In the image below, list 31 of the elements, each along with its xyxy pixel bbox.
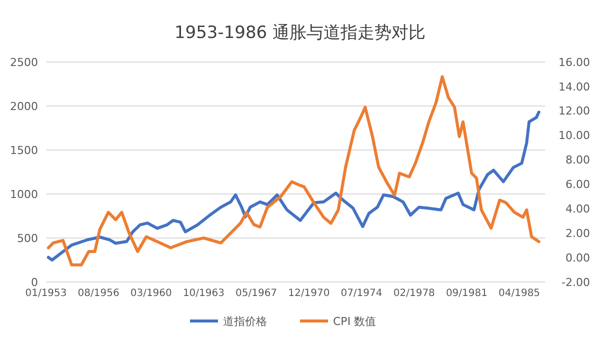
y2-tick-label: 12.00	[558, 104, 590, 118]
y2-tick-label: -2.00	[562, 276, 590, 289]
legend-label: 道指价格	[223, 315, 267, 328]
x-tick-label: 12/1970	[288, 288, 330, 299]
y2-tick-label: 2.00	[566, 226, 590, 240]
y-tick-label: 2500	[10, 56, 38, 69]
x-tick-label: 08/1956	[78, 288, 120, 299]
x-tick-label: 02/1978	[393, 288, 435, 299]
line-series	[46, 75, 540, 266]
x-tick-label: 03/1960	[130, 288, 172, 299]
x-tick-label: 01/1953	[25, 288, 67, 299]
y-tick-label: 500	[17, 232, 38, 245]
y-tick-label: 1500	[10, 144, 38, 157]
y2-tick-label: 0.00	[566, 251, 590, 264]
y2-tick-label: 14.00	[558, 80, 590, 94]
y2-tick-label: 6.00	[566, 178, 590, 192]
y2-tick-label: 10.00	[558, 129, 590, 142]
x-tick-label: 10/1963	[182, 288, 224, 299]
legend-label: CPI 数值	[333, 315, 376, 328]
y2-tick-label: 4.00	[566, 202, 590, 216]
x-tick-label: 07/1974	[340, 288, 382, 299]
x-tick-label: 09/1981	[446, 288, 488, 299]
y-tick-label: 1000	[10, 188, 38, 201]
y-tick-label: 2000	[10, 100, 38, 113]
line-series	[46, 110, 540, 262]
y2-tick-label: 16.00	[558, 56, 590, 69]
x-tick-label: 04/1985	[498, 288, 540, 299]
chart-title: 1953-1986 通胀与道指走势对比	[174, 23, 426, 43]
x-tick-label: 05/1967	[236, 288, 278, 299]
y2-tick-label: 8.00	[566, 154, 590, 167]
y-tick-label: 0	[31, 276, 38, 289]
